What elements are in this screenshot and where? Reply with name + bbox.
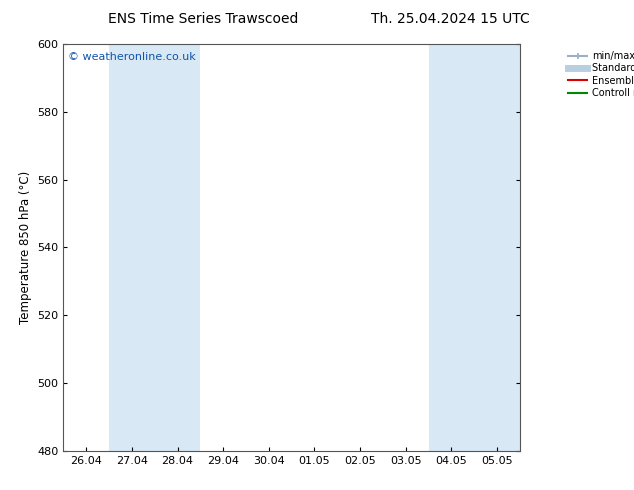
Text: © weatheronline.co.uk: © weatheronline.co.uk [68, 52, 196, 62]
Bar [429, 44, 543, 451]
Text: Th. 25.04.2024 15 UTC: Th. 25.04.2024 15 UTC [371, 12, 529, 26]
Text: ENS Time Series Trawscoed: ENS Time Series Trawscoed [108, 12, 298, 26]
Y-axis label: Temperature 850 hPa (°C): Temperature 850 hPa (°C) [19, 171, 32, 324]
Bar [109, 44, 200, 451]
Legend: min/max, Standard deviation, Ensemble mean run, Controll run: min/max, Standard deviation, Ensemble me… [566, 49, 634, 100]
